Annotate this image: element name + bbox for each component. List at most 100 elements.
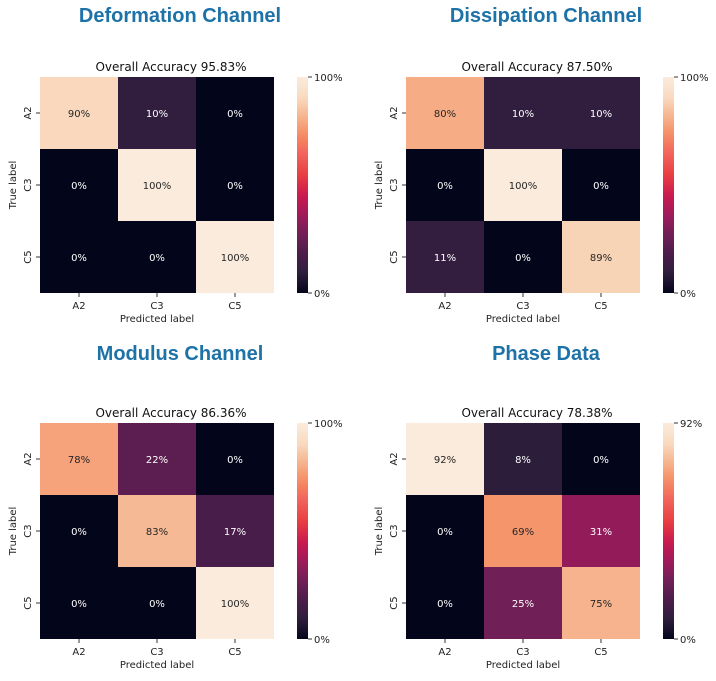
heatmap-cell bbox=[484, 149, 562, 221]
y-tick-label: C5 bbox=[23, 250, 34, 263]
accuracy-title: Overall Accuracy 86.36% bbox=[95, 406, 247, 420]
heatmap-cell bbox=[40, 495, 118, 567]
y-tick-label: C3 bbox=[23, 524, 34, 537]
panel-title: Phase Data bbox=[492, 343, 600, 365]
heatmap-cell bbox=[118, 221, 196, 293]
cell-label: 78% bbox=[68, 455, 90, 466]
heatmap-cell bbox=[196, 149, 274, 221]
x-tick-label: C3 bbox=[150, 647, 163, 658]
cell-label: 0% bbox=[593, 455, 609, 466]
x-tick-label: C5 bbox=[594, 301, 607, 312]
heatmap-cell bbox=[406, 77, 484, 149]
accuracy-title: Overall Accuracy 78.38% bbox=[461, 406, 613, 420]
x-tick-label: C3 bbox=[516, 647, 529, 658]
x-tick-label: C5 bbox=[594, 647, 607, 658]
x-tick-label: A2 bbox=[72, 301, 85, 312]
cell-label: 0% bbox=[71, 253, 87, 264]
cell-label: 11% bbox=[434, 253, 456, 264]
x-axis-label: Predicted label bbox=[120, 660, 194, 671]
heatmap-cell bbox=[406, 221, 484, 293]
heatmap-cell bbox=[196, 423, 274, 495]
heatmap-cell bbox=[196, 567, 274, 639]
cell-label: 0% bbox=[71, 181, 87, 192]
colorbar-max-label: 100% bbox=[314, 73, 343, 84]
panel-deformation: Deformation Channel Overall Accuracy 95.… bbox=[8, 5, 350, 335]
x-tick-label: A2 bbox=[72, 647, 85, 658]
y-tick-label: A2 bbox=[389, 106, 400, 119]
confusion-matrix-modulus: 78% 22% 0% 0% 83% 17% 0% 0% 100% A2 C3 C5 A2 C3 C5 Pred… bbox=[8, 419, 343, 671]
colorbar-max-label: 100% bbox=[680, 73, 709, 84]
confusion-matrix-dissipation: 80% 10% 10% 0% 100% 0% 11% 0% 89% A2 C3 C5 A2 C3 C5 Pre… bbox=[374, 73, 709, 325]
x-tick-label: C5 bbox=[228, 301, 241, 312]
confusion-matrix-deformation: 90% 10% 0% 0% 100% 0% 0% 0% 100% A2 C3 C5 A2 C3 C5 Pred… bbox=[8, 73, 343, 325]
heatmap-cell bbox=[40, 567, 118, 639]
confusion-matrix-phase: 92% 8% 0% 0% 69% 31% 0% 25% 75% A2 C3 C5 A2 C3 C5 Predi… bbox=[374, 419, 702, 671]
heatmap-cell bbox=[406, 567, 484, 639]
cell-label: 31% bbox=[590, 527, 612, 538]
heatmap-cell bbox=[40, 423, 118, 495]
accuracy-title: Overall Accuracy 95.83% bbox=[95, 60, 247, 74]
panel-title: Dissipation Channel bbox=[449, 5, 643, 27]
heatmap-cell bbox=[118, 423, 196, 495]
cell-label: 0% bbox=[593, 181, 609, 192]
heatmap-cell bbox=[562, 423, 640, 495]
cell-label: 22% bbox=[146, 455, 168, 466]
cell-label: 92% bbox=[434, 455, 456, 466]
colorbar-min-label: 0% bbox=[314, 289, 330, 300]
cell-label: 17% bbox=[224, 527, 246, 538]
y-tick-label: C5 bbox=[389, 596, 400, 609]
heatmap-cell bbox=[40, 77, 118, 149]
heatmap-cell bbox=[484, 77, 562, 149]
cell-label: 0% bbox=[515, 253, 531, 264]
cell-label: 0% bbox=[71, 527, 87, 538]
y-tick-label: C3 bbox=[389, 524, 400, 537]
panel-title: Modulus Channel bbox=[96, 343, 264, 365]
heatmap-cell bbox=[196, 77, 274, 149]
heatmap-cell bbox=[40, 149, 118, 221]
heatmap-cell bbox=[118, 149, 196, 221]
colorbar-max-label: 100% bbox=[314, 419, 343, 430]
panel-modulus: Modulus Channel Overall Accuracy 86.36% … bbox=[8, 343, 350, 673]
accuracy-title: Overall Accuracy 87.50% bbox=[461, 60, 613, 74]
colorbar bbox=[663, 77, 674, 293]
cell-label: 83% bbox=[146, 527, 168, 538]
heatmap-cell bbox=[118, 567, 196, 639]
x-tick-label: A2 bbox=[438, 301, 451, 312]
panel-phase: Phase Data Overall Accuracy 78.38% 92% 8%… bbox=[374, 343, 716, 673]
y-tick-label: A2 bbox=[389, 452, 400, 465]
x-tick-label: C5 bbox=[228, 647, 241, 658]
heatmap-cell bbox=[196, 221, 274, 293]
cell-label: 0% bbox=[437, 527, 453, 538]
heatmap-cell bbox=[562, 495, 640, 567]
heatmap-cell bbox=[484, 567, 562, 639]
cell-label: 75% bbox=[590, 599, 612, 610]
cell-label: 8% bbox=[515, 455, 531, 466]
colorbar-min-label: 0% bbox=[680, 635, 696, 646]
cell-label: 100% bbox=[509, 181, 538, 192]
cell-label: 0% bbox=[149, 599, 165, 610]
cell-label: 10% bbox=[512, 109, 534, 120]
panel-title: Deformation Channel bbox=[78, 5, 282, 27]
heatmap-cell bbox=[406, 423, 484, 495]
colorbar bbox=[297, 77, 308, 293]
y-axis-label: True label bbox=[8, 507, 19, 557]
cell-label: 0% bbox=[227, 455, 243, 466]
cell-label: 100% bbox=[221, 599, 250, 610]
cell-label: 0% bbox=[71, 599, 87, 610]
colorbar-max-label: 92% bbox=[680, 419, 702, 430]
y-tick-label: C5 bbox=[23, 596, 34, 609]
heatmap-cell bbox=[406, 495, 484, 567]
cell-label: 0% bbox=[149, 253, 165, 264]
cell-label: 25% bbox=[512, 599, 534, 610]
heatmap-cell bbox=[196, 495, 274, 567]
x-axis-label: Predicted label bbox=[486, 314, 560, 325]
cell-label: 0% bbox=[227, 109, 243, 120]
heatmap-cell bbox=[562, 149, 640, 221]
heatmap-cell bbox=[562, 77, 640, 149]
cell-label: 89% bbox=[590, 253, 612, 264]
cell-label: 100% bbox=[143, 181, 172, 192]
colorbar-min-label: 0% bbox=[314, 635, 330, 646]
cell-label: 10% bbox=[146, 109, 168, 120]
cell-label: 10% bbox=[590, 109, 612, 120]
heatmap-cell bbox=[484, 221, 562, 293]
